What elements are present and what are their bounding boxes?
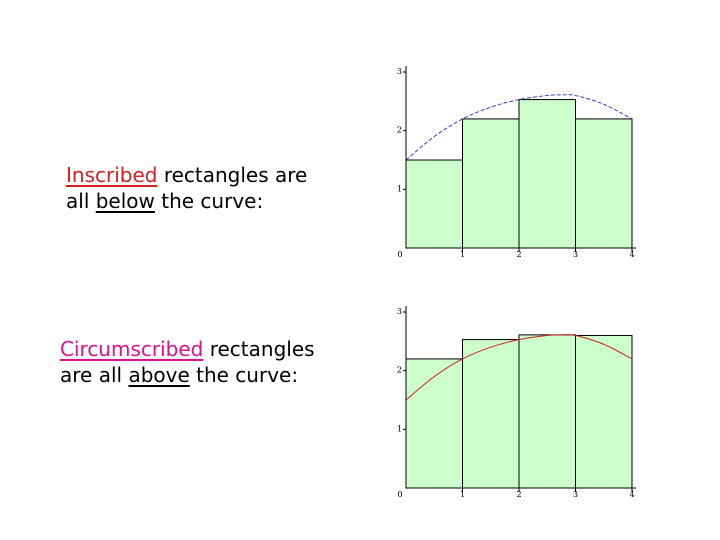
x-tick-label: 3	[573, 250, 578, 259]
function-curve	[405, 94, 633, 161]
y-tick-label: 2	[397, 366, 402, 375]
circumscribed-line2-pre: are all	[60, 363, 129, 387]
rectangle-2	[462, 339, 520, 489]
rectangle-3	[518, 99, 576, 249]
inscribed-caption-rest: rectangles are	[157, 163, 308, 187]
rectangle-3	[518, 334, 576, 489]
inscribed-caption-line-1: Inscribed rectangles are	[66, 162, 307, 188]
y-tick-label: 3	[397, 307, 402, 316]
inscribed-rectangles-chart: 0 1 2 3 4 1 2 3	[397, 66, 636, 259]
rectangle-1	[405, 358, 463, 489]
function-curve	[405, 334, 633, 401]
circumscribed-caption-line-2: are all above the curve:	[60, 362, 315, 388]
x-tick-label: 2	[516, 250, 521, 259]
y-tick-label: 2	[397, 126, 402, 135]
x-tick-label: 1	[460, 490, 465, 499]
y-tick-label: 3	[397, 67, 402, 76]
below-word: below	[95, 189, 155, 213]
inscribed-term: Inscribed	[66, 163, 158, 187]
inscribed-line2-post: the curve:	[154, 189, 264, 213]
x-tick-label: 1	[460, 250, 465, 259]
x-tick-label: 0	[397, 490, 402, 499]
rectangle-4	[575, 334, 633, 489]
x-tick-label: 4	[629, 490, 634, 499]
rectangle-1	[405, 159, 463, 249]
x-tick-label: 4	[629, 250, 634, 259]
circumscribed-caption-line-1: Circumscribed rectangles	[60, 336, 315, 362]
circumscribed-caption: Circumscribed rectangles are all above t…	[60, 336, 315, 388]
x-tick-label: 2	[516, 490, 521, 499]
rectangle-4	[575, 118, 633, 249]
inscribed-caption-line-2: all below the curve:	[66, 188, 307, 214]
circumscribed-rectangles-chart: 0 1 2 3 4 1 2 3	[397, 306, 636, 499]
y-tick-label: 1	[397, 424, 402, 433]
y-tick-label: 1	[397, 184, 402, 193]
inscribed-line2-pre: all	[66, 189, 96, 213]
circumscribed-line2-post: the curve:	[189, 363, 299, 387]
rectangle-2	[462, 118, 520, 249]
x-tick-label: 0	[397, 250, 402, 259]
circumscribed-term: Circumscribed	[60, 337, 204, 361]
circumscribed-caption-rest: rectangles	[203, 337, 315, 361]
x-tick-label: 3	[573, 490, 578, 499]
above-word: above	[128, 363, 190, 387]
inscribed-caption: Inscribed rectangles are all below the c…	[66, 162, 307, 214]
